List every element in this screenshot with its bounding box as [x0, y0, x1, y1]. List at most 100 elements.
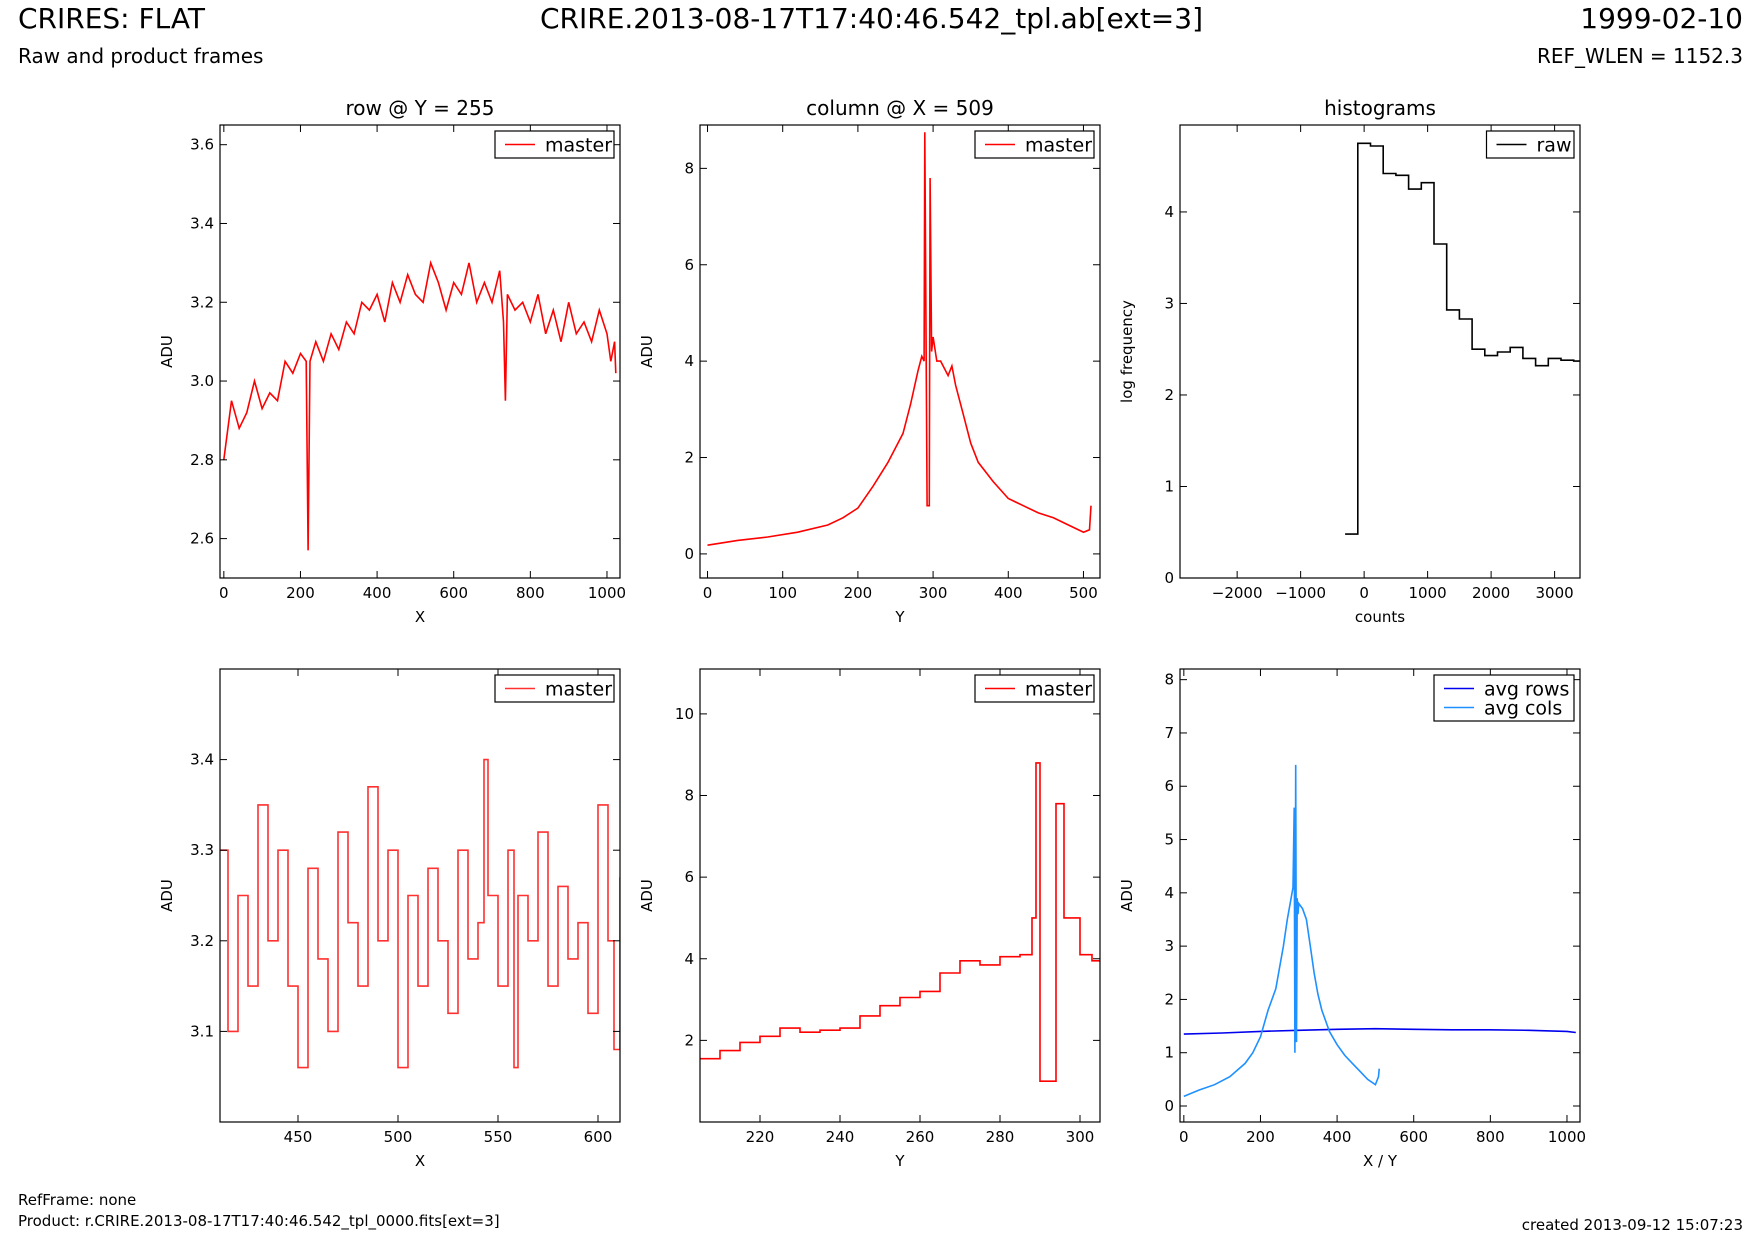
- y-tick-label: 6: [684, 256, 694, 274]
- x-tick-label: 550: [484, 1128, 513, 1146]
- y-tick-label: 3.4: [190, 751, 214, 769]
- file-name: CRIRE.2013-08-17T17:40:46.542_tpl.ab[ext…: [540, 2, 1204, 35]
- x-tick-label: 1000: [1409, 584, 1447, 602]
- x-tick-label: 450: [284, 1128, 313, 1146]
- y-tick-label: 3.6: [190, 136, 214, 154]
- x-tick-label: 400: [363, 584, 392, 602]
- y-tick-label: 1: [1164, 477, 1174, 495]
- y-tick-label: 3.3: [190, 841, 214, 859]
- x-tick-label: 300: [919, 584, 948, 602]
- y-tick-label: 3.0: [190, 372, 214, 390]
- y-tick-label: 0: [684, 545, 694, 563]
- x-tick-label: 200: [1246, 1128, 1275, 1146]
- y-tick-label: 4: [1164, 884, 1174, 902]
- y-tick-label: 3: [1164, 294, 1174, 312]
- x-tick-label: −2000: [1212, 584, 1263, 602]
- legend: master: [494, 130, 615, 159]
- y-tick-label: 8: [684, 787, 694, 805]
- y-tick-label: 0: [1164, 569, 1174, 587]
- report-subtitle: Raw and product frames: [18, 44, 264, 68]
- y-tick-label: 2.6: [190, 530, 214, 548]
- y-tick-label: 2.8: [190, 451, 214, 469]
- x-axis-label: X: [415, 1152, 425, 1170]
- y-tick-label: 5: [1164, 831, 1174, 849]
- y-axis-label: ADU: [1118, 879, 1136, 912]
- plot-frame: [1179, 124, 1581, 579]
- legend-label: master: [1025, 135, 1092, 157]
- legend-label: avg rows: [1484, 679, 1569, 701]
- chart-panel-row: row @ Y = 255 0 200 400 600 800 1000 2.6 2.8 3.0 3…: [158, 96, 626, 626]
- y-tick-label: 6: [684, 868, 694, 886]
- x-tick-label: 500: [384, 1128, 413, 1146]
- legend-label: avg cols: [1484, 698, 1562, 720]
- chart-title: column @ X = 509: [806, 96, 994, 120]
- plot-frame: [699, 124, 1101, 579]
- y-tick-label: 3.2: [190, 932, 214, 950]
- x-tick-label: 260: [906, 1128, 935, 1146]
- x-tick-label: 0: [219, 584, 229, 602]
- plot-frame: [219, 124, 621, 579]
- legend-label: master: [545, 679, 612, 701]
- chart-title: histograms: [1324, 96, 1436, 120]
- legend: raw: [1485, 130, 1575, 159]
- x-axis-label: Y: [894, 608, 905, 626]
- y-tick-label: 4: [1164, 203, 1174, 221]
- y-tick-label: 2: [684, 449, 694, 467]
- x-tick-label: 200: [844, 584, 873, 602]
- observation-date: 1999-02-10: [1580, 2, 1743, 35]
- y-tick-label: 7: [1164, 724, 1174, 742]
- y-tick-label: 4: [684, 950, 694, 968]
- plot-frame: [219, 668, 621, 1123]
- x-tick-label: 1000: [588, 584, 626, 602]
- x-tick-label: 800: [516, 584, 545, 602]
- x-tick-label: 2000: [1472, 584, 1510, 602]
- x-tick-label: 280: [986, 1128, 1015, 1146]
- x-tick-label: 0: [1179, 1128, 1189, 1146]
- series-line-master: [707, 132, 1092, 546]
- ref-wavelength: REF_WLEN = 1152.3: [1536, 44, 1743, 68]
- series-line-avg-rows: [1183, 1027, 1576, 1035]
- x-tick-label: 0: [1359, 584, 1369, 602]
- series-line-avg-cols: [1183, 764, 1380, 1098]
- y-tick-label: 1: [1164, 1044, 1174, 1062]
- y-tick-label: 2: [1164, 990, 1174, 1008]
- y-tick-label: 8: [1164, 671, 1174, 689]
- x-tick-label: 600: [439, 584, 468, 602]
- y-tick-label: 8: [684, 159, 694, 177]
- x-tick-label: 220: [746, 1128, 775, 1146]
- x-axis-label: X / Y: [1363, 1152, 1398, 1170]
- y-tick-label: 3.1: [190, 1022, 214, 1040]
- chart-panel-column: column @ X = 509 0 100 200 300 400 500 0 2 4 6 8 Y AD…: [638, 96, 1101, 626]
- x-axis-label: counts: [1355, 608, 1405, 626]
- chart-panel-averages: 0 200 400 600 800 1000 0 1 2 3 4 5 6 7 8 X / Y ADU avg ro…: [1118, 668, 1586, 1170]
- x-tick-label: 200: [286, 584, 315, 602]
- y-axis-label: ADU: [158, 335, 176, 368]
- y-tick-label: 3.2: [190, 293, 214, 311]
- series-line-master: [700, 762, 1100, 1082]
- legend-label: master: [545, 135, 612, 157]
- y-axis-label: ADU: [158, 879, 176, 912]
- x-tick-label: 300: [1066, 1128, 1095, 1146]
- y-tick-label: 3.4: [190, 214, 214, 232]
- report-title: CRIRES: FLAT: [18, 2, 205, 35]
- y-tick-label: 2: [1164, 386, 1174, 404]
- chart-panel-row-zoom: 450 500 550 600 3.1 3.2 3.3 3.4 X ADU master: [158, 668, 621, 1170]
- product-note: Product: r.CRIRE.2013-08-17T17:40:46.542…: [18, 1212, 500, 1230]
- x-tick-label: −1000: [1275, 584, 1326, 602]
- series-line-master: [220, 758, 620, 1069]
- legend: master: [974, 674, 1095, 703]
- y-tick-label: 10: [675, 705, 694, 723]
- x-axis-label: X: [415, 608, 425, 626]
- plot-frame: [699, 668, 1101, 1123]
- x-tick-label: 1000: [1548, 1128, 1586, 1146]
- legend-label: master: [1025, 679, 1092, 701]
- ref-frame-note: RefFrame: none: [18, 1191, 137, 1209]
- x-tick-label: 400: [994, 584, 1023, 602]
- series-line-raw: [1345, 142, 1580, 535]
- y-axis-label: log frequency: [1118, 300, 1136, 403]
- x-tick-label: 500: [1069, 584, 1098, 602]
- chart-panel-column-zoom: 220 240 260 280 300 2 4 6 8 10 Y ADU master: [638, 668, 1101, 1170]
- x-tick-label: 800: [1476, 1128, 1505, 1146]
